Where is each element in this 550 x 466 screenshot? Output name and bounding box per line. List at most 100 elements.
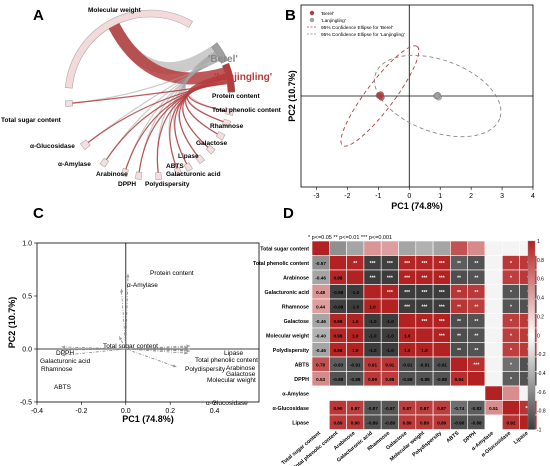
heatmap-cell-stars: * — [510, 333, 512, 339]
heatmap-cell — [467, 240, 486, 256]
heatmap-row-label: DPPH — [294, 377, 309, 383]
heatmap-cell-value: 0.89 — [368, 377, 377, 382]
significance-legend: * p<=0.05 ** p<=0.01 *** p<=0.001 — [308, 235, 392, 241]
heatmap-cell-stars: * — [510, 304, 512, 310]
colorbar-tick-label: 0.8 — [537, 258, 544, 264]
x-tick-label: -1 — [375, 193, 381, 200]
loading-arrowhead — [184, 345, 188, 350]
heatmap-cell-value: -0.40 — [315, 333, 326, 338]
heatmap-cell-stars: *** — [370, 261, 376, 267]
x-axis-title: PC1 (74.8%) — [391, 201, 443, 211]
heatmap-cell-value: -0.91 — [402, 362, 413, 367]
chord-variable-label: Galacturonic acid — [166, 171, 221, 178]
loading-label: Rhamnose — [41, 366, 73, 373]
heatmap-cell-value: -0.57 — [315, 261, 326, 266]
heatmap-cell-value: -0.88 — [350, 377, 361, 382]
chord-variable-label: Lipase — [178, 153, 199, 160]
heatmap-cell-value: 0.94 — [455, 377, 464, 382]
x-tick-label: 0.0 — [121, 408, 131, 415]
loading-label: Galacturonic acid — [40, 358, 91, 365]
heatmap-row-label: Total phenolic content — [253, 261, 309, 267]
x-tick-label: -3 — [313, 193, 319, 200]
chord-variable-arc — [155, 171, 163, 181]
heatmap-cell-stars: *** — [439, 304, 445, 310]
heatmap-cell-stars: *** — [370, 275, 376, 281]
chord-variable-label: ABTS — [166, 163, 184, 170]
x-tick-label: 4 — [531, 193, 535, 200]
chord-variable-label: Molecular weight — [88, 7, 142, 14]
x-tick-label: 2 — [469, 193, 473, 200]
heatmap-cell-stars: *** — [473, 362, 479, 368]
heatmap-cell-stars: ** — [474, 333, 478, 339]
chord-ribbon — [87, 82, 228, 143]
loading-vector — [61, 348, 126, 351]
heatmap-cell-value: -0.98 — [333, 290, 344, 295]
loading-vector — [125, 345, 191, 350]
heatmap-cell-stars: *** — [422, 261, 428, 267]
heatmap-cell-value: 0.44 — [316, 304, 325, 309]
heatmap-cell-value: 0.90 — [333, 406, 342, 411]
heatmap-cell-stars: *** — [404, 275, 410, 281]
chord-ribbon — [72, 83, 228, 104]
chord-variable-arc — [64, 9, 193, 89]
heatmap-cell-stars: ** — [474, 304, 478, 310]
legend-entry: 'Berel' — [321, 11, 334, 17]
chord-variable-arc — [79, 139, 91, 151]
heatmap-cell — [346, 269, 365, 285]
heatmap-cell-value: 0.78 — [316, 362, 325, 367]
scores-point — [433, 92, 441, 99]
loading-arrowhead — [61, 348, 66, 352]
heatmap-cell-stars: ** — [353, 261, 357, 267]
x-tick-label: -2 — [344, 193, 350, 200]
heatmap-row-label: ABTS — [295, 362, 310, 368]
heatmap-cell — [328, 240, 347, 256]
heatmap-cell-stars: ** — [457, 304, 461, 310]
heatmap-cell — [398, 240, 417, 256]
loading-vector — [125, 348, 177, 368]
legend-entry: 95% Confidence Ellipse for 'Lanjingling' — [321, 32, 405, 38]
heatmap-cell-stars: *** — [387, 275, 393, 281]
chord-variable-arc — [183, 162, 193, 172]
heatmap-cell — [484, 269, 503, 285]
heatmap-row-label: Polydispersity — [273, 348, 309, 354]
heatmap-cell-value: -0.98 — [333, 304, 344, 309]
chord-variable-arc — [64, 100, 74, 108]
loading-arrowhead — [186, 344, 191, 348]
heatmap-cell-value: 1.0 — [421, 348, 428, 353]
heatmap-cell-stars: *** — [387, 261, 393, 267]
heatmap-row-label: Arabinose — [283, 275, 309, 281]
heatmap-cell — [432, 385, 451, 401]
x-tick-label: 0.2 — [165, 408, 175, 415]
heatmap-cell-stars: ** — [474, 290, 478, 296]
colorbar-tick-label: -0.2 — [537, 352, 546, 358]
heatmap-cell-value: -0.88 — [333, 377, 344, 382]
legend-marker — [309, 10, 315, 16]
heatmap-cell — [467, 385, 486, 401]
heatmap-cell — [415, 385, 434, 401]
heatmap-cell — [484, 414, 503, 430]
heatmap-cell-value: -0.91 — [419, 362, 430, 367]
x-tick-label: 0.4 — [210, 408, 220, 415]
heatmap-cell-value: -0.74 — [454, 406, 465, 411]
heatmap-col-label: Lipase — [513, 430, 530, 445]
loading-label: Total phenolic content — [195, 357, 258, 364]
chord-variable-label: Polydispersity — [145, 181, 190, 188]
heatmap-cell — [363, 284, 382, 300]
heatmap-cell-stars: ** — [474, 319, 478, 325]
x-tick-label: -0.4 — [31, 408, 43, 415]
heatmap-cell — [484, 371, 503, 387]
panel-label-d: D — [283, 205, 294, 222]
heatmap-cell — [328, 385, 347, 401]
colorbar-tick-label: 0.4 — [537, 296, 544, 302]
heatmap-cell-stars: ** — [457, 290, 461, 296]
chord-diagram: Molecular weight Protein content Total phe… — [1, 7, 282, 188]
legend-entry: 95% Confidence Ellipse for 'Berel' — [321, 25, 393, 31]
heatmap-cell-value: -0.83 — [333, 362, 344, 367]
x-tick-label: 0 — [407, 193, 411, 200]
heatmap-cell — [484, 298, 503, 314]
heatmap-row-label: α-Amylase — [282, 391, 309, 397]
legend-entry: 'Lanjingling' — [321, 18, 346, 24]
heatmap-cell-value: 0.92 — [506, 420, 515, 425]
heatmap-cell-stars: *** — [422, 304, 428, 310]
